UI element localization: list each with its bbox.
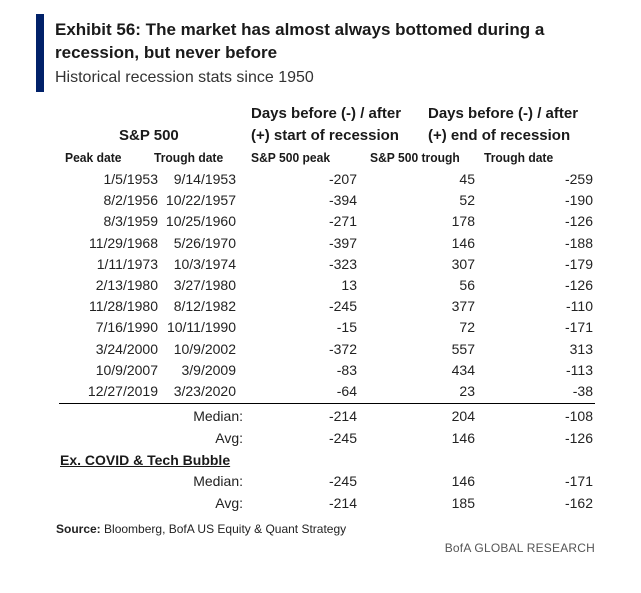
days-sp500-trough-cell: 377 [451, 298, 475, 315]
days-trough-date-cell: -126 [564, 277, 593, 293]
ex-summary-value: -245 [328, 473, 357, 489]
days-sp500-peak-cell: -394 [328, 192, 357, 209]
days-trough-date-cell: -38 [572, 383, 593, 399]
summary-value: -108 [564, 408, 593, 424]
header-sp500: S&P 500 [119, 127, 179, 144]
summary-value: -214 [328, 408, 357, 424]
trough-date-cell: 9/14/1953 [173, 171, 236, 187]
trough-date-cell: 10/9/2002 [173, 340, 236, 357]
source-note: Source: Bloomberg, BofA US Equity & Quan… [56, 522, 346, 536]
peak-date-cell: 7/16/1990 [95, 319, 158, 336]
peak-date-cell: 2/13/1980 [95, 277, 158, 293]
ex-summary-value: -171 [564, 473, 593, 489]
days-sp500-trough-cell: 56 [459, 277, 475, 293]
accent-bar [36, 14, 44, 92]
trough-date-cell: 5/26/1970 [173, 234, 236, 251]
header-sp500-trough: S&P 500 trough [370, 150, 460, 165]
days-sp500-trough-cell: 146 [451, 234, 475, 251]
trough-date-cell: 10/25/1960 [165, 213, 236, 230]
days-trough-date-cell: -126 [564, 213, 593, 230]
ex-summary-value: -162 [564, 495, 593, 511]
brand-footer: BofA GLOBAL RESEARCH [444, 541, 595, 555]
days-sp500-peak-cell: -397 [328, 234, 357, 251]
summary-label: Median: [193, 408, 243, 424]
peak-date-cell: 1/5/1953 [103, 171, 159, 187]
header-group-start-line1: Days before (-) / after [251, 105, 402, 122]
days-trough-date-cell: -171 [564, 319, 593, 336]
days-sp500-trough-cell: 557 [451, 340, 475, 357]
peak-date-cell: 3/24/2000 [95, 340, 158, 357]
exhibit-subtitle: Historical recession stats since 1950 [55, 69, 314, 86]
ex-summary-value: -214 [328, 495, 357, 511]
days-sp500-peak-cell: -83 [336, 361, 357, 378]
source-text: Bloomberg, BofA US Equity & Quant Strate… [104, 522, 347, 536]
peak-date-cell: 10/9/2007 [95, 361, 158, 378]
days-sp500-trough-cell: 178 [451, 213, 475, 230]
days-sp500-peak-cell: -207 [328, 171, 357, 187]
days-sp500-peak-cell: -245 [328, 298, 357, 315]
days-sp500-trough-cell: 52 [459, 192, 475, 209]
header-group-end-line1: Days before (-) / after [428, 105, 579, 122]
days-sp500-trough-cell: 72 [459, 319, 475, 336]
days-sp500-trough-cell: 45 [459, 171, 475, 187]
header-trough-date: Trough date [154, 150, 224, 165]
days-trough-date-cell: -113 [566, 361, 593, 378]
peak-date-cell: 12/27/2019 [87, 383, 158, 399]
ex-summary-label: Median: [193, 473, 243, 489]
ex-section-label: Ex. COVID & Tech Bubble [60, 452, 231, 468]
days-trough-date-cell: -179 [564, 255, 593, 272]
header-trough-date-2: Trough date [484, 150, 554, 165]
summary-value: -245 [328, 430, 357, 446]
days-trough-date-cell: 313 [569, 340, 593, 357]
trough-date-cell: 10/22/1957 [165, 192, 236, 209]
trough-date-cell: 3/27/1980 [173, 277, 236, 293]
peak-date-cell: 8/2/1956 [103, 192, 159, 209]
days-trough-date-cell: -188 [564, 234, 593, 251]
peak-date-cell: 11/29/1968 [88, 234, 158, 251]
days-sp500-peak-cell: -271 [328, 213, 357, 230]
days-sp500-trough-cell: 434 [451, 361, 475, 378]
peak-date-cell: 11/28/1980 [88, 298, 158, 315]
ex-summary-label: Avg: [215, 495, 243, 511]
days-sp500-peak-cell: -323 [328, 255, 357, 272]
days-trough-date-cell: -259 [564, 171, 593, 187]
trough-date-cell: 3/23/2020 [173, 383, 236, 399]
days-trough-date-cell: -110 [566, 298, 593, 315]
peak-date-cell: 1/11/1973 [96, 255, 158, 272]
table-divider [59, 403, 595, 404]
peak-date-cell: 8/3/1959 [103, 213, 159, 230]
summary-value: -126 [564, 430, 593, 446]
days-sp500-trough-cell: 23 [459, 383, 475, 399]
header-group-start-line2: (+) start of recession [251, 127, 399, 144]
exhibit-title: Exhibit 56: The market has almost always… [55, 20, 545, 62]
trough-date-cell: 8/12/1982 [173, 298, 236, 315]
days-trough-date-cell: -190 [564, 192, 593, 209]
trough-date-cell: 3/9/2009 [181, 361, 237, 378]
ex-summary-value: 146 [451, 473, 475, 489]
summary-label: Avg: [215, 430, 243, 446]
summary-value: 204 [451, 408, 475, 424]
header-peak-date: Peak date [65, 150, 122, 165]
days-sp500-peak-cell: -372 [328, 340, 357, 357]
days-sp500-peak-cell: 13 [341, 277, 357, 293]
days-sp500-peak-cell: -15 [336, 319, 357, 336]
trough-date-cell: 10/11/1990 [166, 319, 236, 336]
trough-date-cell: 10/3/1974 [173, 255, 236, 272]
source-label: Source: [56, 522, 101, 536]
header-group-end-line2: (+) end of recession [428, 127, 571, 144]
days-sp500-peak-cell: -64 [336, 383, 357, 399]
days-sp500-trough-cell: 307 [451, 255, 475, 272]
ex-summary-value: 185 [451, 495, 475, 511]
summary-value: 146 [451, 430, 475, 446]
header-sp500-peak: S&P 500 peak [251, 150, 331, 165]
